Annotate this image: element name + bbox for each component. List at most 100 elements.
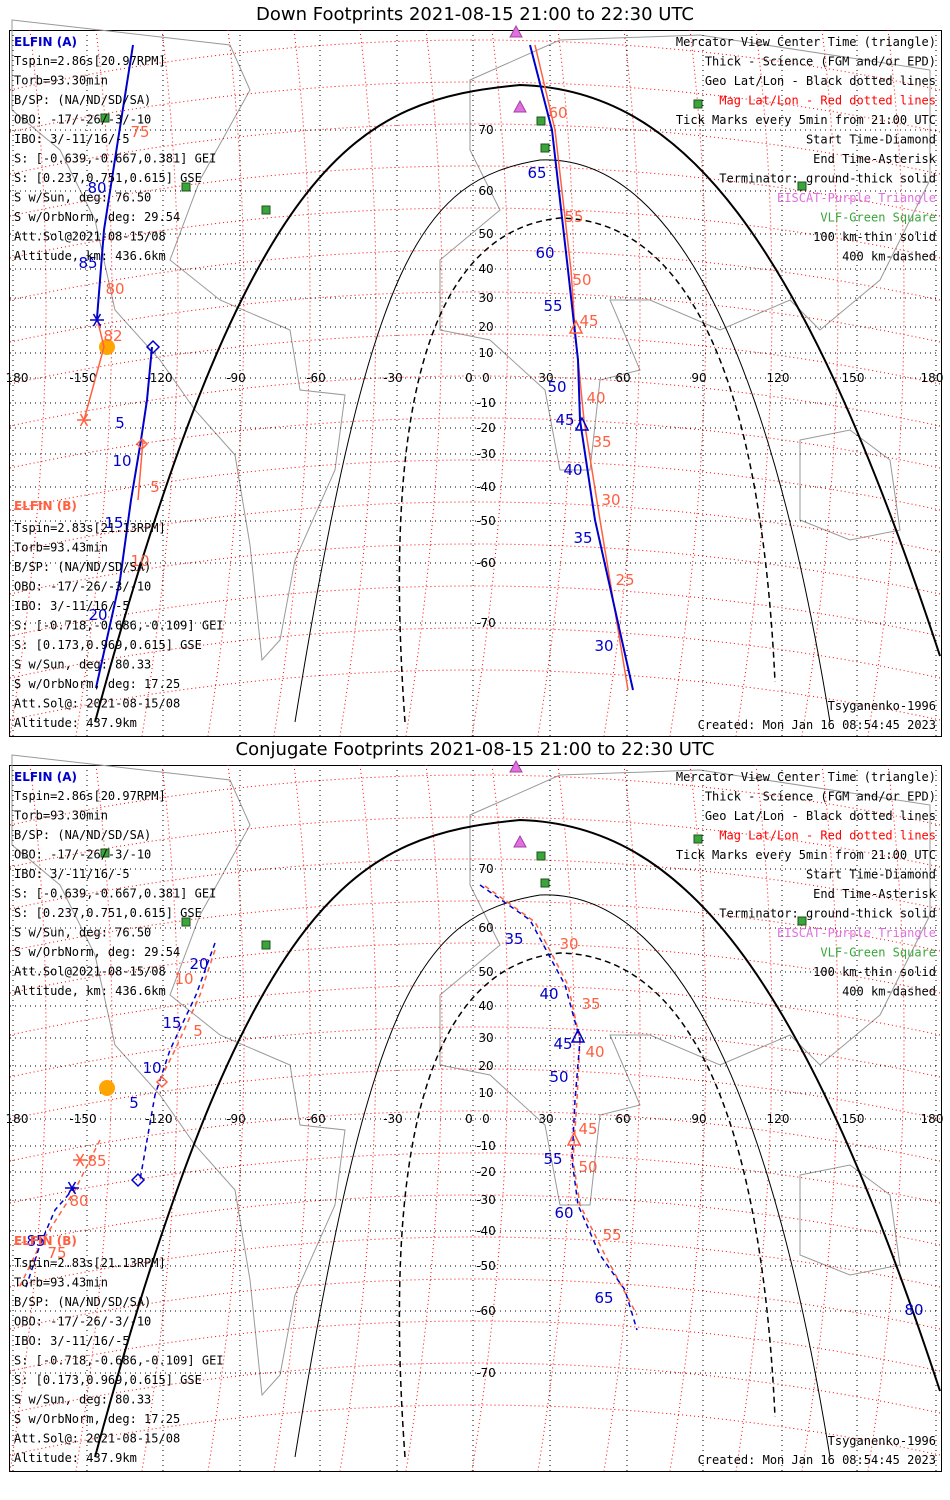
conj-legend-item: Mercator View Center Time (triangle) [676, 770, 936, 784]
conj-elfin-b-start-diamond-icon [155, 1075, 169, 1089]
down-elfin-a-header: ELFIN (A) [14, 35, 77, 49]
down-elfin-a-track [96, 44, 134, 319]
conj-mag-lat-line [9, 1152, 941, 1204]
conj-mag-lat-line [9, 816, 941, 868]
conj-elfin-b-tick-label: 55 [602, 1226, 621, 1244]
conj-elfin-b-tick-label: 30 [559, 935, 578, 953]
down-elfin-a-tick-label: 5 [115, 414, 125, 432]
down-elfin-b-tick-label: 80 [105, 280, 124, 298]
down-lat-label: -30 [476, 447, 496, 461]
down-elfin-b-info-line: S w/Sun, deg: 80.33 [14, 658, 151, 672]
down-elfin-b-info-line: Torb=93.43min [14, 541, 108, 555]
down-legend-item: Mercator View Center Time (triangle) [676, 35, 936, 49]
conj-asterisk-stroke [75, 1153, 85, 1167]
conj-elfin-a-tick-label: 35 [504, 930, 523, 948]
conj-elfin-b-info-line: S w/Sun, deg: 80.33 [14, 1393, 151, 1407]
conj-lon-label: 120 [767, 1112, 790, 1126]
conj-lon-label: 150 [842, 1112, 865, 1126]
down-model-label: Tsyganenko-1996 [828, 699, 936, 713]
conj-elfin-a-info-line: Altitude, km: 436.6km [14, 984, 166, 998]
conj-elfin-a-info-line: S w/OrbNorm, deg: 29.54 [14, 945, 180, 959]
down-elfin-b-tick-label: 50 [572, 271, 591, 289]
conj-terminator-100km [294, 894, 831, 1458]
down-asterisk-stroke [79, 413, 89, 427]
down-legend-item: EISCAT-Purple Triangle [777, 191, 936, 205]
conj-legend-item: 400 km-dashed [842, 985, 936, 999]
down-frame [9, 30, 942, 737]
down-legend-item: VLF-Green Square [820, 211, 936, 225]
conj-mag-lat-line [9, 942, 941, 994]
conj-legend-item: Thick - Science (FGM and/or EPD) [705, 790, 936, 804]
down-elfin-b-tick-label: 40 [586, 389, 605, 407]
conj-lat-label: -10 [476, 1139, 496, 1153]
conj-elfin-a-tick-label: 45 [553, 1035, 572, 1053]
conj-elfin-b-info-line: Tspin=2.83s[21.13RPM] [14, 1256, 166, 1270]
down-mag-lat-line [9, 39, 941, 91]
down-mag-lat-line [9, 207, 941, 259]
down-elfin-b-track [534, 44, 629, 691]
down-elfin-b-tick-label: 55 [564, 208, 583, 226]
down-legend-item: Terminator: ground-thick solid [719, 172, 936, 186]
conj-elfin-a-tick-label: 80 [904, 1301, 923, 1319]
down-elfin-a-info-line: B/SP: (NA/ND/SD/SA) [14, 93, 151, 107]
down-eiscat-triangle-icon [513, 99, 527, 113]
down-elfin-a-tick-label: 40 [563, 461, 582, 479]
conj-elfin-a-info-line: S: [-0.639,-0.667,0.381] GEI [14, 887, 216, 901]
conj-elfin-a-track [139, 942, 216, 1181]
conj-mag-lat-line [9, 900, 941, 952]
conj-lat-label: 70 [478, 862, 493, 876]
conj-lon-label: 30 [538, 1112, 553, 1126]
conj-mag-grid [9, 764, 941, 1472]
down-legend-item: Mag Lat/Lon - Red dotted lines [719, 94, 936, 108]
down-elfin-a-tick-label: 35 [573, 529, 592, 547]
down-lat-label: -60 [476, 556, 496, 570]
conj-lat-label: 10 [478, 1086, 493, 1100]
down-elfin-b-info-line: S: [0.173,0.969,0.615] GSE [14, 638, 202, 652]
down-elfin-a-tick-label: 30 [594, 637, 613, 655]
down-lon-label: 180 [6, 371, 29, 385]
conj-elfin-a-track [479, 884, 638, 1331]
down-elfin-a-info-line: Att.Sol@2021-08-15/08 [14, 230, 166, 244]
conj-elfin-a-tick-label: 15 [162, 1014, 181, 1032]
down-elfin-a-center-triangle-icon [574, 416, 590, 431]
conj-lon-label: -60 [306, 1112, 326, 1126]
down-lat-label: -10 [476, 396, 496, 410]
down-mag-lat-line [9, 249, 941, 301]
down-mag-lat-line [9, 459, 941, 511]
down-legend-item: 400 km-dashed [842, 250, 936, 264]
conj-elfin-b-tick-label: 80 [69, 1192, 88, 1210]
down-elfin-b-tick-label: 30 [601, 491, 620, 509]
down-panel-title: Down Footprints 2021-08-15 21:00 to 22:3… [256, 4, 694, 25]
conj-panel: 180 -150 -120 -90 -60 -30 0 30 60 90 120 150 1807060… [6, 754, 943, 1472]
conj-legend-item: Tick Marks every 5min from 21:00 UTC [676, 848, 936, 862]
down-elfin-b-tick-label: 75 [130, 123, 149, 141]
down-lat-label: 30 [478, 291, 493, 305]
conj-vlf-square-icon [797, 916, 807, 926]
conj-elfin-a-tick-label: 50 [549, 1068, 568, 1086]
down-panel: 180 -150 -120 -90 -60 -30 0 30 60 90 120 150 1807060… [6, 19, 943, 737]
conj-elfin-b-info-line: B/SP: (NA/ND/SD/SA) [14, 1295, 151, 1309]
down-geo-grid [10, 30, 940, 736]
down-mag-grid [9, 29, 941, 737]
conj-lat-label: -30 [476, 1193, 496, 1207]
down-elfin-a-info-line: OBO: -17/-26/-3/-10 [14, 113, 151, 127]
conj-terminator-400km [398, 952, 776, 1458]
conj-elfin-b-info-line: S: [-0.718,-0.686,-0.109] GEI [14, 1354, 224, 1368]
conj-legend-item: Terminator: ground-thick solid [719, 907, 936, 921]
down-coastline-0 [11, 19, 346, 662]
down-elfin-a-start-diamond-icon [145, 339, 161, 355]
conj-vlf-square-icon [181, 917, 191, 927]
conj-sun-icon [99, 1080, 115, 1096]
conj-elfin-a-info-line: S w/Sun, deg: 76.50 [14, 926, 151, 940]
conj-lat-label: 40 [478, 999, 493, 1013]
down-elfin-a-info-line: S w/OrbNorm, deg: 29.54 [14, 210, 180, 224]
down-elfin-b-tick-label: 82 [103, 327, 122, 345]
down-elfin-a-end-asterisk-icon [90, 313, 104, 327]
down-elfin-a-track [95, 346, 153, 689]
conjugate-panel-title: Conjugate Footprints 2021-08-15 21:00 to… [235, 739, 715, 760]
conj-legend-item: VLF-Green Square [820, 946, 936, 960]
down-elfin-b-tick-label: 35 [592, 433, 611, 451]
conj-elfin-b-center-triangle-icon [566, 1131, 582, 1146]
down-elfin-a-tick-label: 55 [543, 297, 562, 315]
down-vlf-square-icon [181, 182, 191, 192]
